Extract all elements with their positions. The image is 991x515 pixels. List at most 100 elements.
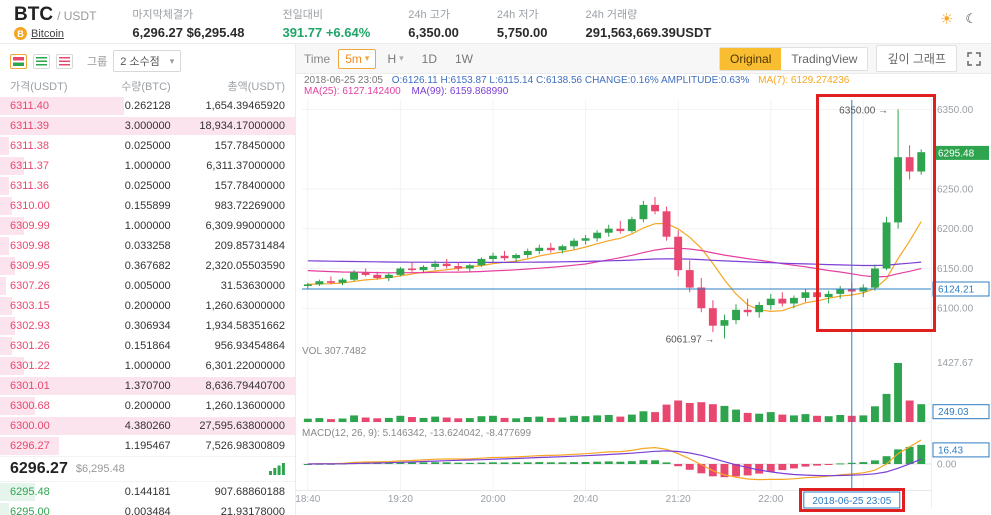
order-total: 6,311.37000000 [206, 160, 285, 172]
orderbook-ask-row[interactable]: 6302.93 0.306934 1,934.58351662 [0, 316, 295, 336]
tradingview-button[interactable]: TradingView [781, 47, 868, 70]
order-total: 6,301.22000000 [205, 360, 285, 372]
orderbook-ask-row[interactable]: 6309.98 0.033258 209.85731484 [0, 236, 295, 256]
svg-text:1427.67: 1427.67 [937, 358, 974, 369]
last-price-row: 6296.27 $6,295.48 [0, 456, 295, 482]
order-total: 8,636.79440700 [205, 380, 285, 392]
interval-5m-button[interactable]: 5m ▾ [338, 48, 377, 69]
fullscreen-icon[interactable] [965, 50, 983, 68]
svg-text:249.03: 249.03 [938, 407, 969, 418]
orderbook-ask-row[interactable]: 6311.38 0.025000 157.78450000 [0, 136, 295, 156]
svg-text:6350.00: 6350.00 [937, 105, 974, 116]
order-quantity: 0.005000 [124, 280, 171, 292]
orderbook-ask-row[interactable]: 6296.27 1.195467 7,526.98300809 [0, 436, 295, 456]
order-total: 907.68860188 [214, 486, 285, 498]
orderbook-ask-row[interactable]: 6303.15 0.200000 1,260.63000000 [0, 296, 295, 316]
order-quantity: 1.000000 [124, 160, 171, 172]
original-chart-button[interactable]: Original [720, 47, 782, 70]
orderbook-ask-row[interactable]: 6307.26 0.005000 31.53630000 [0, 276, 295, 296]
order-quantity: 0.367682 [124, 260, 171, 272]
svg-text:6124.21: 6124.21 [938, 285, 975, 296]
orderbook-ask-row[interactable]: 6300.00 4.380260 27,595.63800000 [0, 416, 295, 436]
svg-text:20:40: 20:40 [573, 494, 598, 505]
order-quantity: 1.000000 [124, 360, 171, 372]
ohlc-readout: O:6126.11 H:6153.87 L:6115.14 C:6138.56 … [391, 75, 750, 86]
order-total: 157.78450000 [214, 140, 285, 152]
orderbook-ask-row[interactable]: 6301.26 0.151864 956.93454864 [0, 336, 295, 356]
decimal-group-select[interactable]: 2 소수점 ▾ [113, 50, 182, 72]
order-total: 2,320.05503590 [205, 260, 285, 272]
order-price: 6309.95 [10, 260, 50, 272]
svg-text:22:00: 22:00 [758, 494, 783, 505]
last-price-usd: $6,295.48 [75, 463, 125, 475]
chevron-down-icon: ▾ [169, 55, 175, 66]
order-price: 6307.26 [10, 280, 50, 292]
order-quantity: 0.003484 [124, 506, 171, 515]
svg-text:6250.00: 6250.00 [937, 185, 974, 196]
dark-theme-icon[interactable]: ☾ [965, 11, 977, 26]
order-quantity: 0.306934 [124, 320, 171, 332]
orderbook-view-asks-icon[interactable] [56, 53, 73, 69]
order-price: 6311.37 [10, 160, 49, 172]
ma7-readout: MA(7): 6129.274236 [758, 75, 850, 86]
orderbook-ask-row[interactable]: 6311.39 3.000000 18,934.17000000 [0, 116, 295, 136]
orderbook-view-bids-icon[interactable] [33, 53, 50, 69]
order-quantity: 0.033258 [124, 240, 171, 252]
order-price: 6301.01 [10, 380, 50, 392]
orderbook-asks: 6311.40 0.262128 1,654.39465920 6311.39 3.00… [0, 96, 295, 456]
order-price: 6309.98 [10, 240, 50, 252]
interval-5m-label: 5m [345, 51, 362, 66]
coin-link[interactable]: Bitcoin [31, 27, 65, 40]
orderbook-ask-row[interactable]: 6311.37 1.000000 6,311.37000000 [0, 156, 295, 176]
svg-text:6150.00: 6150.00 [937, 264, 974, 275]
depth-graph-button[interactable]: 깊이 그래프 [876, 45, 957, 72]
order-quantity: 0.025000 [124, 140, 171, 152]
orderbook-ask-row[interactable]: 6301.22 1.000000 6,301.22000000 [0, 356, 295, 376]
interval-hour-button[interactable]: H ▾ [380, 49, 410, 69]
order-quantity: 0.025000 [124, 180, 171, 192]
orderbook-view-all-icon[interactable] [10, 53, 27, 69]
orderbook-ask-row[interactable]: 6309.99 1.000000 6,309.99000000 [0, 216, 295, 236]
symbol-name: BTC [14, 4, 54, 25]
theme-toggle: ☀ ☾ [940, 4, 977, 28]
orderbook-bid-row[interactable]: 6295.00 0.003484 21.93178000 [0, 502, 295, 515]
order-price: 6309.99 [10, 220, 50, 232]
order-price: 6295.00 [10, 506, 50, 515]
order-quantity: 3.000000 [124, 120, 171, 132]
candlestick-chart[interactable]: 18:4019:2020:0020:4021:2022:0022:406350.… [296, 98, 991, 515]
light-theme-icon[interactable]: ☀ [939, 11, 954, 28]
orderbook-ask-row[interactable]: 6301.01 1.370700 8,636.79440700 [0, 376, 295, 396]
orderbook-ask-row[interactable]: 6311.40 0.262128 1,654.39465920 [0, 96, 295, 116]
last-price: 6296.27 [10, 460, 68, 477]
order-quantity: 0.262128 [124, 100, 171, 112]
svg-text:VOL 307.7482: VOL 307.7482 [302, 346, 367, 357]
interval-1d-button[interactable]: 1D [415, 49, 444, 69]
order-price: 6311.40 [10, 100, 49, 112]
svg-text:16.43: 16.43 [938, 445, 963, 456]
orderbook-ask-row[interactable]: 6310.00 0.155899 983.72269000 [0, 196, 295, 216]
order-price: 6310.00 [10, 200, 50, 212]
svg-text:MACD(12, 26, 9): 5.146342, -13: MACD(12, 26, 9): 5.146342, -13.624042, -… [302, 428, 531, 439]
header-stat: 24h 고가 6,350.00 [408, 9, 459, 40]
order-price: 6295.48 [10, 486, 50, 498]
orderbook-ask-row[interactable]: 6300.68 0.200000 1,260.13600000 [0, 396, 295, 416]
order-quantity: 4.380260 [124, 420, 171, 432]
interval-1w-button[interactable]: 1W [448, 49, 480, 69]
svg-text:6100.00: 6100.00 [937, 304, 974, 315]
order-price: 6301.26 [10, 340, 50, 352]
symbol-block: BTC / USDT B Bitcoin [14, 4, 96, 40]
header-stat: 24h 거래량 291,563,669.39USDT [585, 9, 712, 40]
order-quantity: 1.370700 [124, 380, 171, 392]
group-label: 그룹 [87, 56, 108, 68]
order-price: 6300.68 [10, 400, 50, 412]
orderbook-ask-row[interactable]: 6311.36 0.025000 157.78400000 [0, 176, 295, 196]
orderbook-bid-row[interactable]: 6295.48 0.144181 907.68860188 [0, 482, 295, 502]
order-total: 1,260.63000000 [205, 300, 285, 312]
orderbook-ask-row[interactable]: 6309.95 0.367682 2,320.05503590 [0, 256, 295, 276]
order-price: 6300.00 [10, 420, 50, 432]
order-total: 6,309.99000000 [205, 220, 285, 232]
order-quantity: 0.144181 [124, 486, 171, 498]
svg-text:18:40: 18:40 [296, 494, 321, 505]
order-total: 31.53630000 [220, 280, 285, 292]
